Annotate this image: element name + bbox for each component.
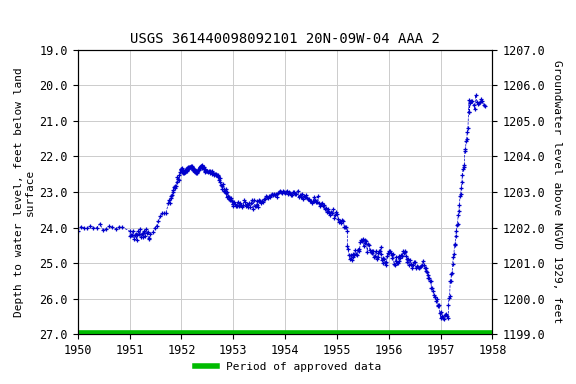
Y-axis label: Groundwater level above NGVD 1929, feet: Groundwater level above NGVD 1929, feet bbox=[552, 60, 562, 324]
Title: USGS 361440098092101 20N-09W-04 AAA 2: USGS 361440098092101 20N-09W-04 AAA 2 bbox=[130, 32, 440, 46]
Legend: Period of approved data: Period of approved data bbox=[191, 358, 385, 377]
Y-axis label: Depth to water level, feet below land
surface: Depth to water level, feet below land su… bbox=[14, 67, 35, 317]
